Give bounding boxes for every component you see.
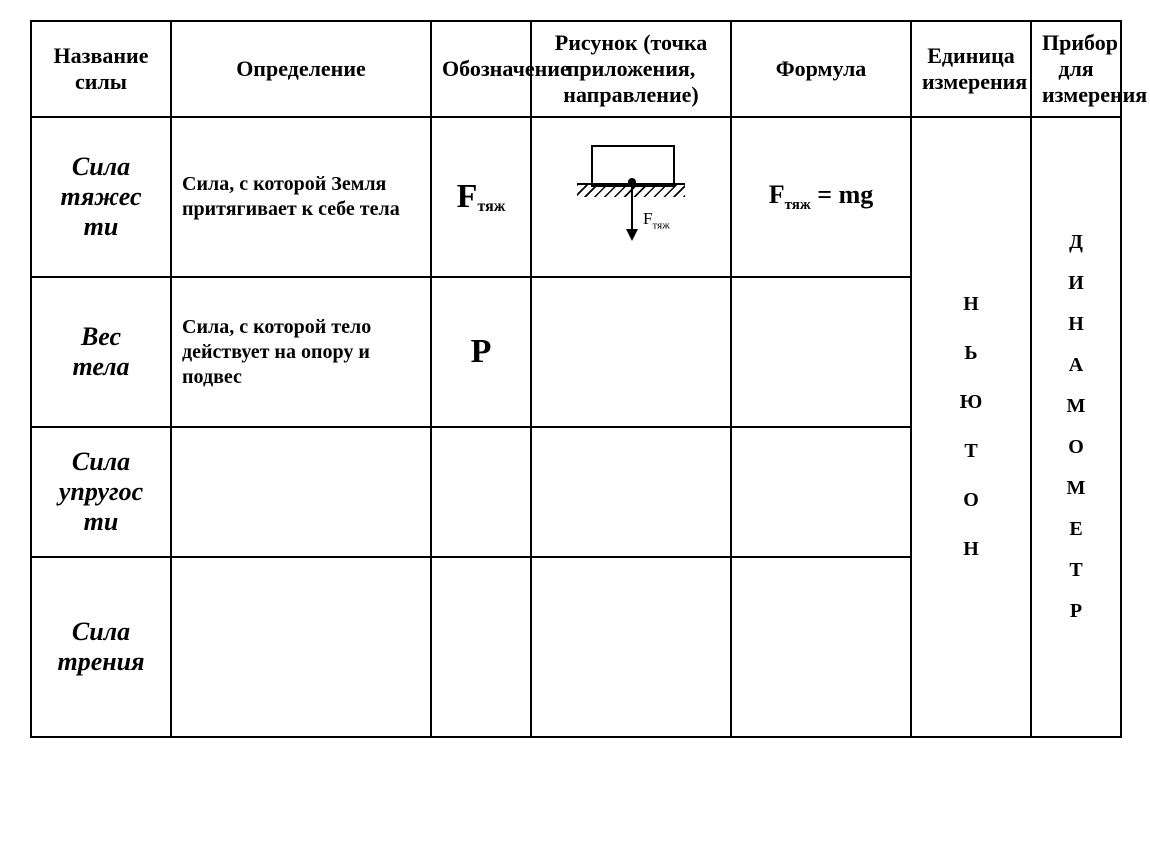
device-letter: Т (1069, 559, 1082, 582)
unit-letter: Ь (964, 342, 977, 365)
force-name-gravity: Сила тяжес ти (31, 117, 171, 277)
name-line: упругос (59, 477, 143, 506)
col-header-unit: Единица измерения (911, 21, 1031, 117)
device-letter: М (1067, 477, 1086, 500)
formula-lhs-main: F (769, 180, 785, 209)
device-letter: А (1069, 354, 1083, 377)
drawing-friction (531, 557, 731, 737)
symbol-weight: P (431, 277, 531, 427)
symbol-main: F (457, 178, 478, 215)
formula-elastic (731, 427, 911, 557)
formula-gravity: Fтяж = mg (731, 117, 911, 277)
unit-letter: Т (964, 440, 977, 463)
name-line: тела (72, 352, 129, 381)
unit-letter: Н (963, 538, 979, 561)
name-line: ти (84, 507, 119, 536)
formula-weight (731, 277, 911, 427)
unit-cell: Н Ь Ю Т О Н (911, 117, 1031, 737)
force-diagram: Fтяж (561, 137, 701, 257)
col-header-definition: Определение (171, 21, 431, 117)
unit-letter: Ю (960, 391, 983, 414)
symbol-main: P (471, 333, 492, 370)
device-letter: Н (1068, 313, 1084, 336)
definition-friction (171, 557, 431, 737)
header-row: Название силы Определение Обозначение Ри… (31, 21, 1121, 117)
name-line: Сила (72, 447, 130, 476)
name-line: Сила (72, 617, 130, 646)
device-cell: Д И Н А М О М Е Т Р (1031, 117, 1121, 737)
col-header-name: Название силы (31, 21, 171, 117)
device-letter: О (1068, 436, 1084, 459)
name-line: Вес (81, 322, 121, 351)
col-header-formula: Формула (731, 21, 911, 117)
device-letter: Е (1069, 518, 1082, 541)
force-name-friction: Сила трения (31, 557, 171, 737)
definition-elastic (171, 427, 431, 557)
name-line: ти (84, 212, 119, 241)
formula-rhs: = mg (811, 180, 873, 209)
force-name-elastic: Сила упругос ти (31, 427, 171, 557)
symbol-friction (431, 557, 531, 737)
forces-table: Название силы Определение Обозначение Ри… (30, 20, 1122, 738)
diagram-arrow-head-icon (626, 229, 638, 241)
name-line: Сила (72, 152, 130, 181)
unit-letter: О (963, 489, 979, 512)
definition-gravity: Сила, с которой Земля притягивает к себе… (171, 117, 431, 277)
force-name-weight: Вес тела (31, 277, 171, 427)
formula-friction (731, 557, 911, 737)
col-header-device: Прибор для измерения (1031, 21, 1121, 117)
device-letter: М (1067, 395, 1086, 418)
table-row: Сила тяжес ти Сила, с которой Земля прит… (31, 117, 1121, 277)
formula-lhs-sub: тяж (785, 197, 811, 213)
drawing-gravity: Fтяж (531, 117, 731, 277)
label-sub: тяж (652, 219, 669, 231)
diagram-force-label: Fтяж (643, 209, 670, 231)
name-line: трения (57, 647, 144, 676)
device-letter: Р (1070, 600, 1082, 623)
drawing-weight (531, 277, 731, 427)
device-letter: Д (1069, 231, 1083, 254)
symbol-gravity: Fтяж (431, 117, 531, 277)
symbol-elastic (431, 427, 531, 557)
col-header-symbol: Обозначение (431, 21, 531, 117)
symbol-sub: тяж (477, 198, 505, 215)
drawing-elastic (531, 427, 731, 557)
device-letter: И (1068, 272, 1084, 295)
device-vertical-word: Д И Н А М О М Е Т Р (1042, 231, 1110, 623)
unit-vertical-word: Н Ь Ю Т О Н (922, 293, 1020, 561)
definition-weight: Сила, с которой тело действует на опору … (171, 277, 431, 427)
page: Название силы Определение Обозначение Ри… (0, 0, 1150, 758)
diagram-arrow-shaft (631, 185, 633, 233)
name-line: тяжес (60, 182, 141, 211)
unit-letter: Н (963, 293, 979, 316)
